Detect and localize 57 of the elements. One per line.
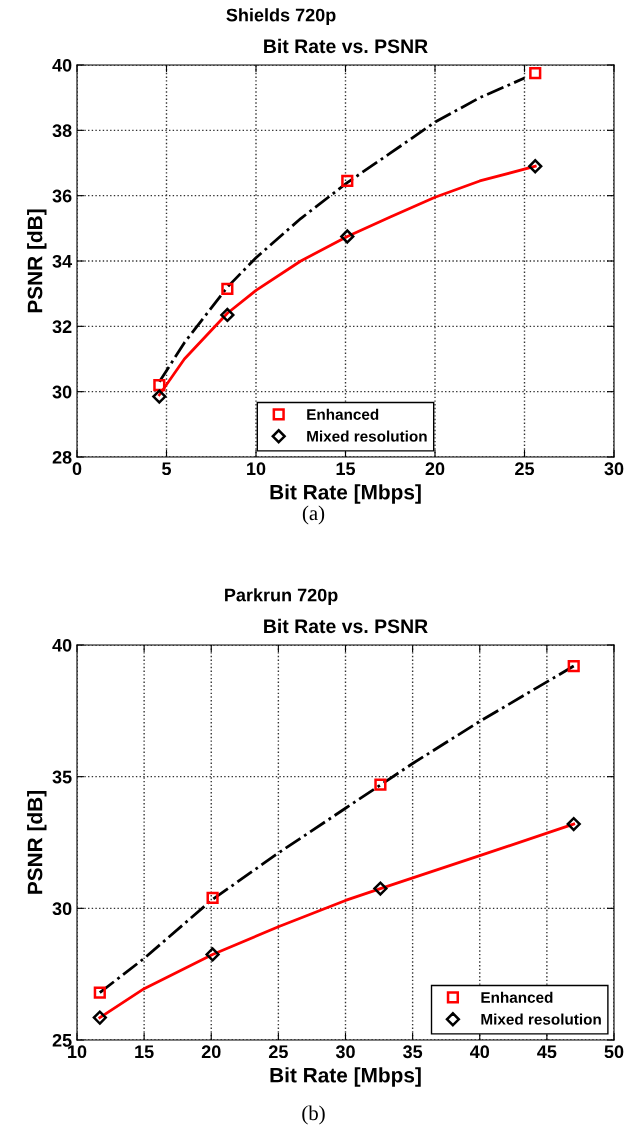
point <box>341 174 354 188</box>
point <box>153 379 166 392</box>
point <box>374 778 387 791</box>
x-tick-label: 15 <box>135 1045 154 1059</box>
x-tick-label: 45 <box>537 1045 557 1059</box>
point <box>206 891 219 904</box>
chart-subtitle: Bit Rate vs. PSNR <box>264 618 428 634</box>
point <box>93 986 106 999</box>
point <box>220 307 235 323</box>
y-axis-title: PSNR [dB] <box>27 209 47 313</box>
chart-title: Parkrun 720p <box>225 588 338 605</box>
x-tick-label: 15 <box>336 462 356 476</box>
x-axis-title: Bit Rate [Mbps] <box>270 484 421 504</box>
x-tick-label: 30 <box>604 462 624 476</box>
chart-subtitle: Bit Rate vs. PSNR <box>264 38 428 54</box>
point <box>566 816 581 832</box>
x-tick-label: 0 <box>72 462 82 476</box>
x-tick-label: 30 <box>335 1045 355 1059</box>
legend-label: Enhanced <box>481 991 553 1003</box>
x-tick-label: 35 <box>403 1045 423 1059</box>
point <box>92 1010 107 1025</box>
x-tick-label: 20 <box>201 1045 221 1059</box>
x-tick-label: 40 <box>469 1045 490 1059</box>
point <box>205 947 220 962</box>
y-tick-label: 36 <box>52 189 72 203</box>
x-tick-label: 10 <box>68 1045 87 1059</box>
y-tick-label: 30 <box>52 385 72 399</box>
y-tick-label: 32 <box>52 320 72 334</box>
point <box>221 282 234 295</box>
y-tick-label: 40 <box>52 58 72 72</box>
y-tick-label: 30 <box>52 902 72 916</box>
point <box>528 159 543 174</box>
x-tick-label: 20 <box>425 462 445 476</box>
x-tick-label: 5 <box>162 462 172 476</box>
y-axis-title: PSNR [dB] <box>27 791 47 894</box>
point <box>567 659 580 673</box>
y-tick-label: 35 <box>52 770 72 784</box>
y-tick-label: 40 <box>52 638 72 652</box>
y-tick-label: 28 <box>52 450 72 464</box>
y-tick-label: 25 <box>52 1033 72 1047</box>
y-tick-label: 34 <box>52 254 73 268</box>
point <box>340 229 355 244</box>
text: (a) <box>302 505 325 525</box>
x-tick-label: 25 <box>515 462 535 476</box>
point <box>529 67 542 80</box>
y-tick-label: 38 <box>52 124 72 138</box>
x-tick-label: 50 <box>604 1045 624 1059</box>
point <box>373 881 388 896</box>
legend-label: Mixed resolution <box>481 1013 601 1025</box>
point <box>152 389 167 404</box>
x-tick-label: 10 <box>247 462 266 476</box>
legend-label: Mixed resolution <box>307 430 427 442</box>
chart-title: Shields 720p <box>226 8 336 25</box>
text: (b) <box>302 1105 325 1125</box>
x-axis-title: Bit Rate [Mbps] <box>270 1067 421 1087</box>
x-tick-label: 25 <box>268 1045 288 1059</box>
legend-label: Enhanced <box>307 408 379 420</box>
